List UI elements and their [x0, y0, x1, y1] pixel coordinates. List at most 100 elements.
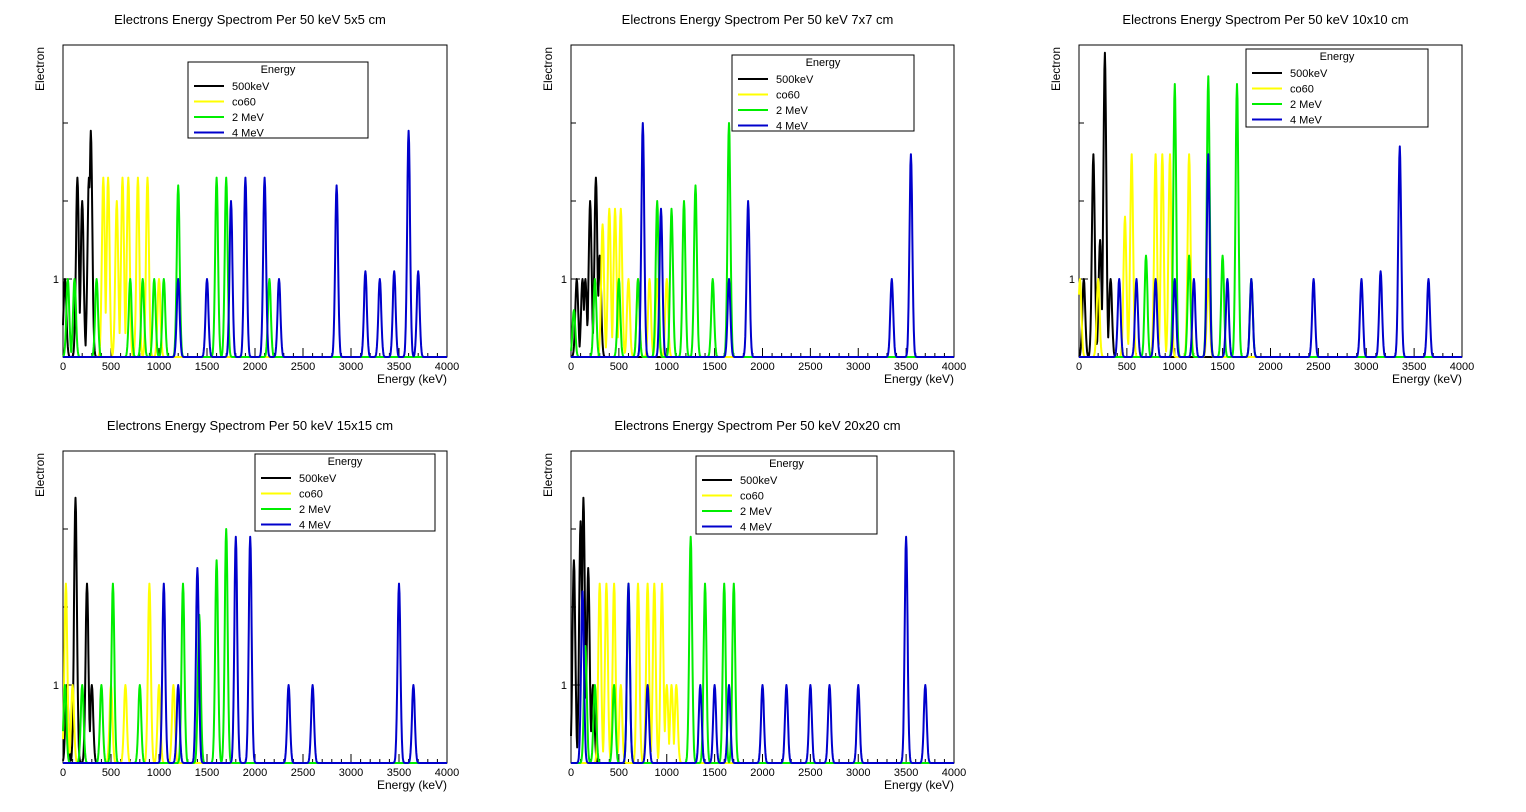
x-tick-label: 0: [568, 767, 574, 779]
x-tick-label: 2500: [1306, 361, 1330, 373]
legend-label: co60: [1290, 84, 1314, 96]
legend-title: Energy: [1320, 51, 1355, 63]
series-line-500keV: [62, 496, 448, 764]
x-axis-label: Energy (keV): [377, 778, 447, 792]
x-tick-label: 4000: [435, 361, 459, 373]
chart-title: Electrons Energy Spectrom Per 50 keV 7x7…: [622, 12, 894, 27]
legend: Energy 500keV co60 2 MeV 4 MeV: [695, 455, 878, 535]
legend-label: 2 MeV: [232, 112, 264, 124]
x-tick-label: 4000: [942, 767, 966, 779]
x-tick-label: 2500: [798, 361, 822, 373]
series-line-co60: [62, 582, 448, 764]
legend-label: 2 MeV: [1290, 99, 1322, 111]
x-tick-label: 500: [610, 361, 628, 373]
series-line-co60: [570, 207, 955, 358]
legend-label: 500keV: [299, 473, 337, 485]
series-line-co60: [62, 176, 448, 358]
legend-title: Energy: [769, 458, 804, 470]
legend-label: 500keV: [740, 475, 778, 487]
legend-label: 2 MeV: [776, 105, 808, 117]
x-tick-label: 3500: [387, 767, 411, 779]
x-tick-label: 2000: [1258, 361, 1282, 373]
x-tick-label: 1000: [655, 767, 679, 779]
x-tick-label: 2500: [798, 767, 822, 779]
x-tick-label: 2500: [291, 361, 315, 373]
series-line-2-MeV: [570, 535, 955, 764]
chart-panel: Electrons Energy Spectrom Per 50 keV 5x5…: [33, 12, 459, 386]
x-tick-label: 3000: [339, 361, 363, 373]
legend-label: 500keV: [232, 81, 270, 93]
x-axis-label: Energy (keV): [884, 372, 954, 386]
legend: Energy 500keV co60 2 MeV 4 MeV: [731, 54, 915, 133]
legend-label: 4 MeV: [232, 128, 264, 140]
x-tick-label: 2000: [750, 361, 774, 373]
legend-title: Energy: [806, 57, 841, 69]
chart-panel: Electrons Energy Spectrom Per 50 keV 7x7…: [541, 12, 966, 386]
series-line-4-MeV: [62, 129, 448, 358]
x-axis-label: Energy (keV): [884, 778, 954, 792]
legend-label: co60: [232, 97, 256, 109]
chart-title: Electrons Energy Spectrom Per 50 keV 5x5…: [114, 12, 386, 27]
series-line-4-MeV: [570, 535, 955, 764]
x-tick-label: 3500: [894, 361, 918, 373]
x-tick-label: 2500: [291, 767, 315, 779]
y-tick-label: 1: [561, 680, 567, 692]
x-tick-label: 500: [102, 361, 120, 373]
legend-label: 4 MeV: [740, 522, 772, 534]
x-tick-label: 0: [1076, 361, 1082, 373]
legend-label: 4 MeV: [1290, 115, 1322, 127]
x-tick-label: 0: [60, 767, 66, 779]
x-tick-label: 1500: [702, 767, 726, 779]
x-tick-label: 3000: [846, 767, 870, 779]
x-tick-label: 500: [102, 767, 120, 779]
x-tick-label: 4000: [435, 767, 459, 779]
x-tick-label: 1500: [702, 361, 726, 373]
legend-label: 500keV: [1290, 68, 1328, 80]
x-tick-label: 3000: [1354, 361, 1378, 373]
x-tick-label: 0: [60, 361, 66, 373]
series-line-4-MeV: [62, 535, 448, 764]
x-tick-label: 500: [1118, 361, 1136, 373]
y-axis-label: Electron: [33, 453, 47, 497]
legend-label: 4 MeV: [299, 520, 331, 532]
x-tick-label: 2000: [243, 361, 267, 373]
x-tick-label: 0: [568, 361, 574, 373]
legend: Energy 500keV co60 2 MeV 4 MeV: [187, 61, 369, 140]
x-tick-label: 1500: [195, 361, 219, 373]
series-line-2-MeV: [62, 528, 448, 764]
x-tick-label: 1000: [147, 361, 171, 373]
x-tick-label: 3000: [846, 361, 870, 373]
x-tick-label: 3000: [339, 767, 363, 779]
chart-title: Electrons Energy Spectrom Per 50 keV 10x…: [1122, 12, 1408, 27]
chart-panel: Electrons Energy Spectrom Per 50 keV 10x…: [1049, 12, 1474, 386]
x-tick-label: 1000: [1163, 361, 1187, 373]
series-line-500keV: [570, 496, 955, 764]
series-line-4-MeV: [570, 122, 955, 358]
y-tick-label: 1: [561, 274, 567, 286]
x-tick-label: 3500: [1402, 361, 1426, 373]
x-tick-label: 3500: [894, 767, 918, 779]
chart-panel: Electrons Energy Spectrom Per 50 keV 15x…: [33, 418, 459, 792]
y-tick-label: 1: [53, 274, 59, 286]
legend-label: co60: [776, 90, 800, 102]
legend-box: [731, 54, 915, 132]
legend-title: Energy: [261, 64, 296, 76]
x-axis-label: Energy (keV): [1392, 372, 1462, 386]
x-tick-label: 2000: [750, 767, 774, 779]
x-tick-label: 4000: [1450, 361, 1474, 373]
y-axis-label: Electron: [541, 453, 555, 497]
y-tick-label: 1: [53, 680, 59, 692]
y-axis-label: Electron: [541, 47, 555, 91]
x-tick-label: 4000: [942, 361, 966, 373]
series-line-4-MeV: [1078, 145, 1463, 358]
x-tick-label: 1000: [655, 361, 679, 373]
legend-title: Energy: [328, 456, 363, 468]
series-line-2-MeV: [570, 122, 955, 358]
x-tick-label: 1000: [147, 767, 171, 779]
x-tick-label: 1500: [1210, 361, 1234, 373]
series-line-co60: [1078, 153, 1463, 358]
y-tick-label: 1: [1069, 274, 1075, 286]
legend-label: 2 MeV: [299, 504, 331, 516]
y-axis-label: Electron: [33, 47, 47, 91]
x-tick-label: 1500: [195, 767, 219, 779]
